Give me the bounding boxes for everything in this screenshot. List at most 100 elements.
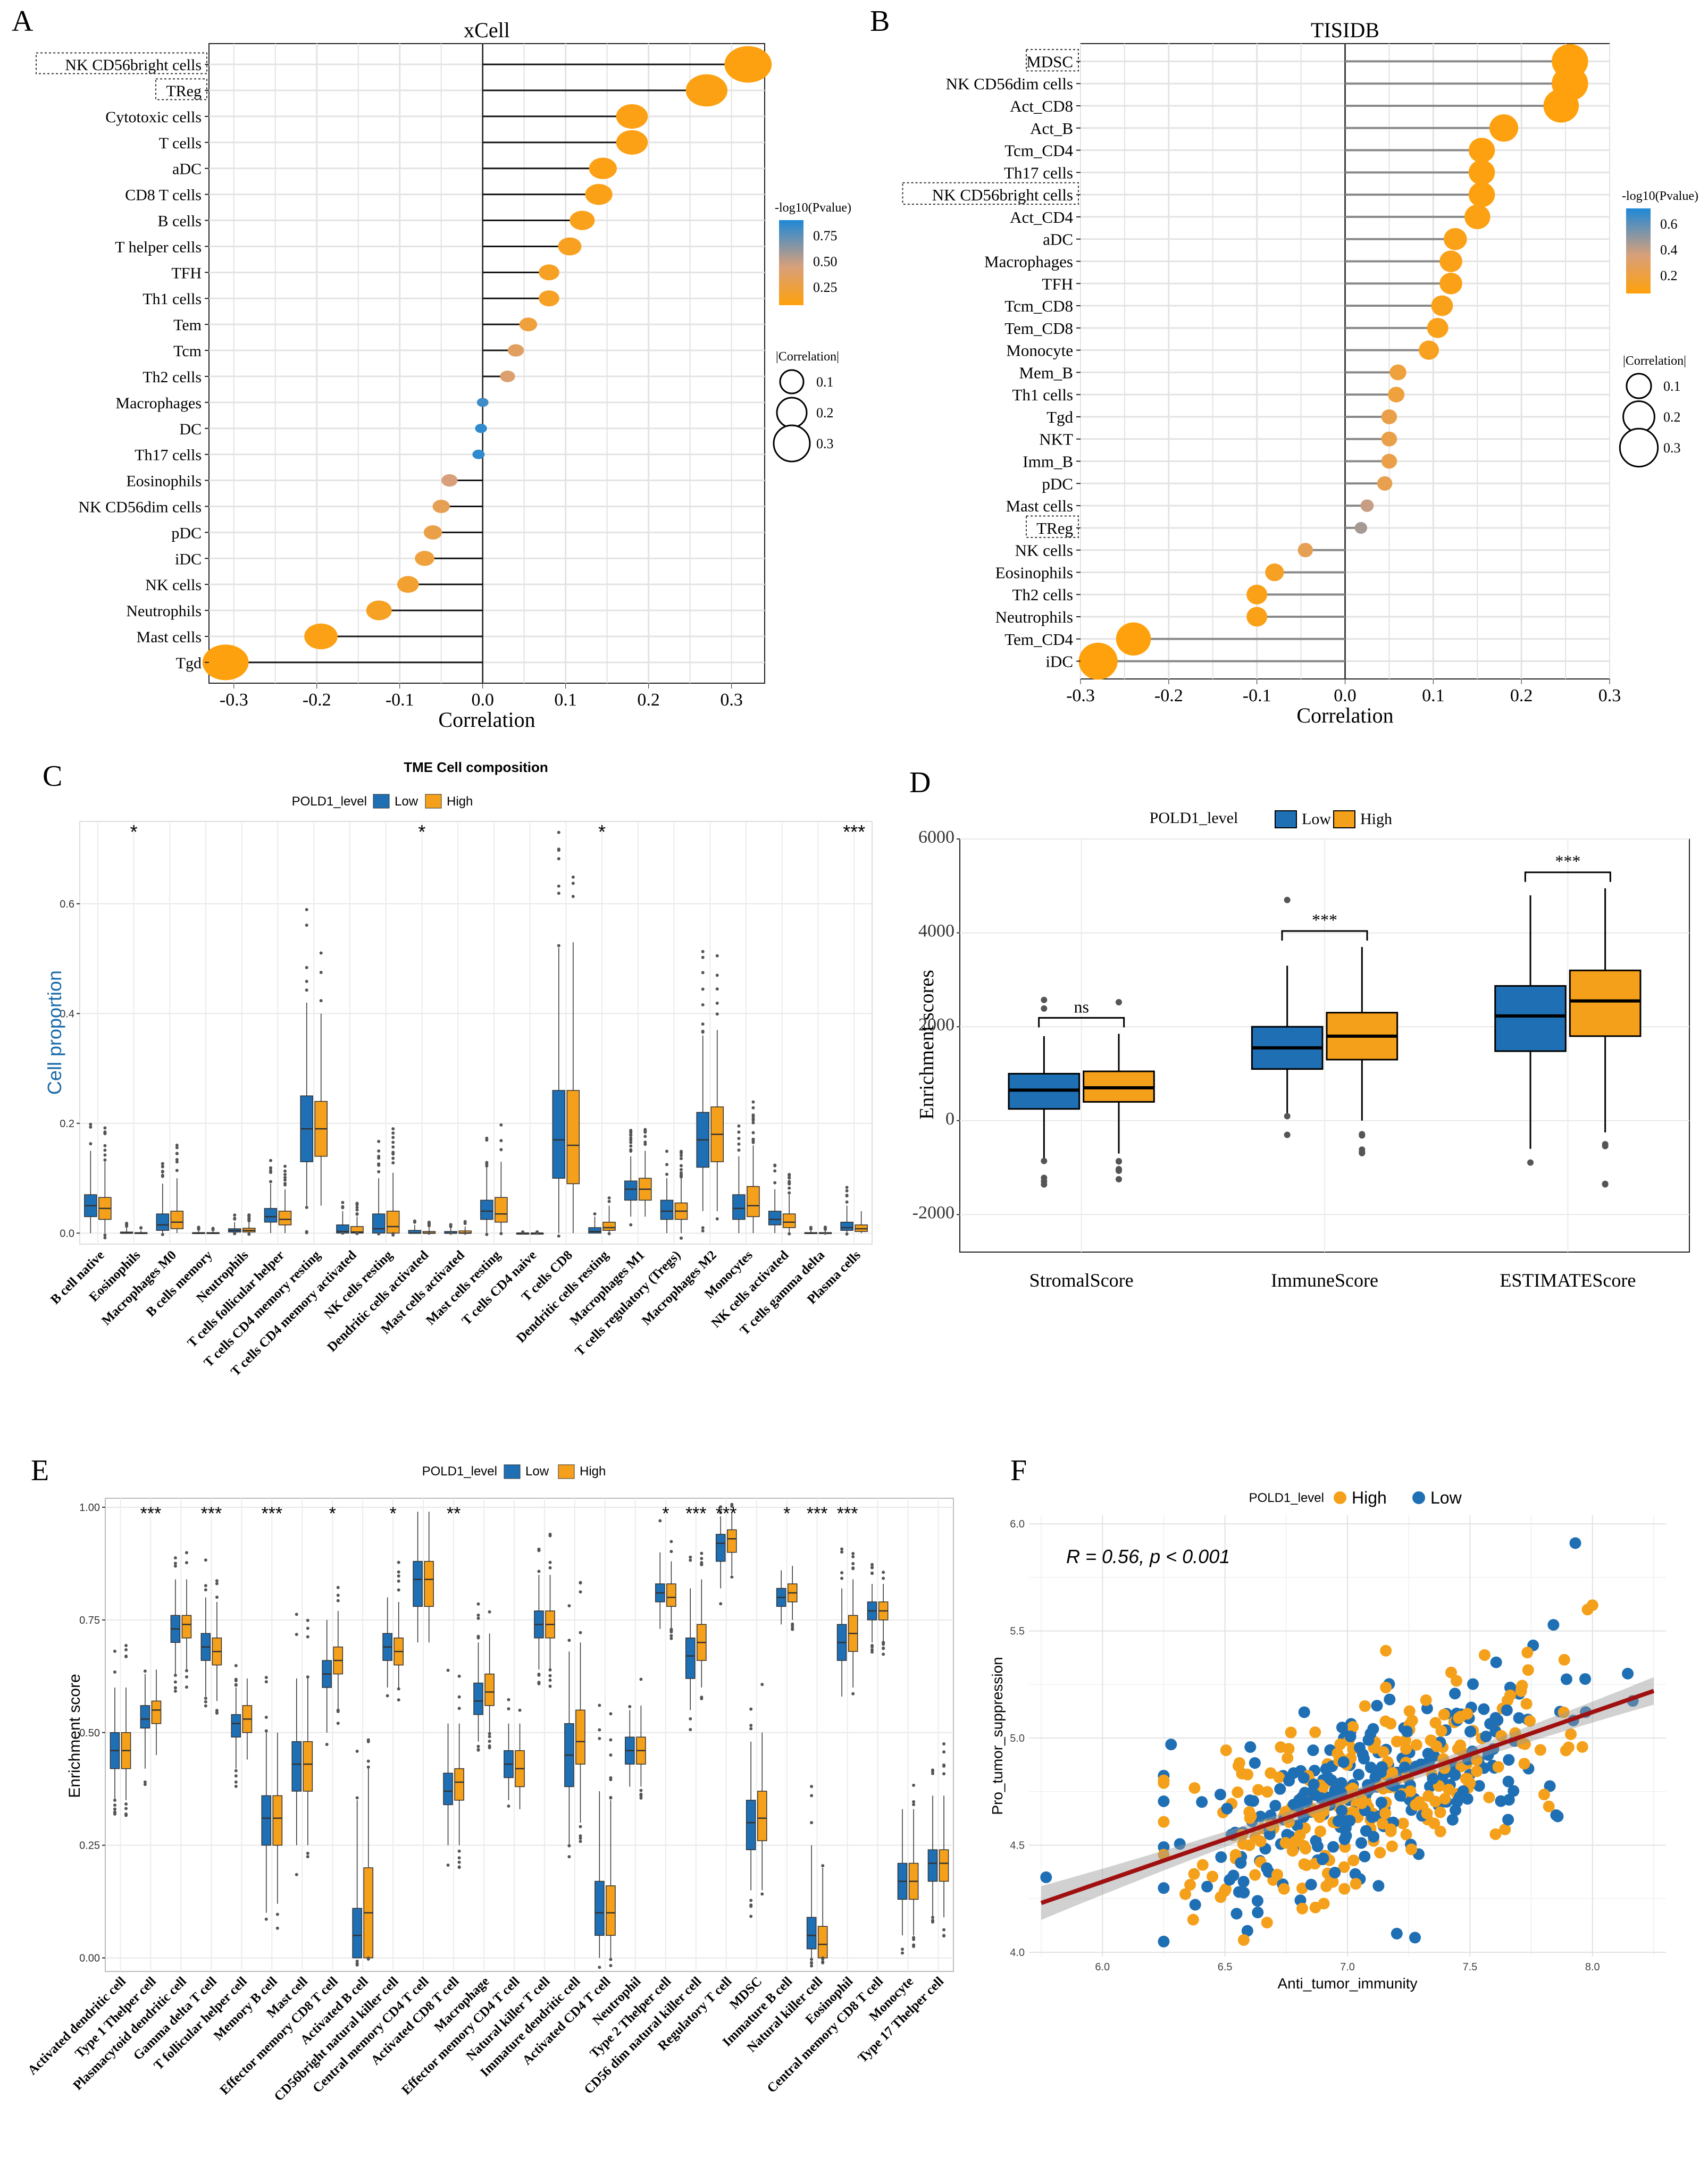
outlier-point	[598, 1736, 601, 1740]
x-tick-label: -0.1	[386, 690, 414, 710]
outlier-point	[397, 1698, 400, 1702]
scatter-point-low	[1215, 1851, 1227, 1863]
color-legend-title: -log10(Pvalue)	[1622, 189, 1698, 203]
scatter-point-high	[1309, 1726, 1321, 1739]
outlier-point	[377, 1170, 381, 1173]
scatter-point-high	[1471, 1765, 1483, 1777]
scatter-point-low	[1360, 1825, 1372, 1837]
outlier-point	[639, 1794, 643, 1798]
scatter-point-low	[1307, 1744, 1319, 1757]
box-low-activated-cd4-t-cell	[595, 1881, 605, 1936]
color-legend-bar	[779, 220, 803, 305]
scatter-point-high	[1207, 1870, 1219, 1883]
x-tick-label: 6.0	[1095, 1961, 1110, 1973]
outlier-point	[931, 1919, 934, 1923]
y-tick-label-t-helper-cells: T helper cells	[115, 238, 202, 256]
y-tick-label-nk-cd56dim-cells: NK CD56dim cells	[946, 74, 1073, 93]
outlier-point	[760, 1683, 764, 1686]
outlier-point	[821, 1864, 825, 1868]
outlier-point	[810, 1964, 814, 1968]
outlier-point	[639, 1789, 643, 1792]
outlier-point	[397, 1570, 400, 1574]
y-tick-label-th1-cells: Th1 cells	[1012, 385, 1074, 404]
x-axis-title: Correlation	[438, 708, 535, 732]
outlier-point	[851, 1566, 855, 1570]
box-low-mast-cell	[291, 1741, 302, 1792]
outlier-point	[701, 987, 705, 991]
outlier-point	[103, 1148, 107, 1152]
outlier-point	[715, 954, 719, 958]
outlier-point	[749, 1899, 753, 1902]
legend-swatch-high	[558, 1464, 575, 1479]
outlier-point	[264, 1680, 268, 1684]
outlier-point	[485, 1232, 489, 1236]
lollipop-point-nk-cd56bright-cells	[724, 46, 772, 83]
scatter-point-low	[1473, 1780, 1485, 1792]
scatter-point-high	[1187, 1913, 1199, 1926]
outlier-point	[882, 1652, 885, 1656]
outlier-point	[579, 1631, 582, 1634]
outlier-point	[851, 1555, 855, 1558]
outlier-point	[397, 1687, 400, 1691]
box-high-memory-b-cell	[272, 1795, 283, 1846]
outlier-point	[548, 1674, 552, 1677]
x-category-label: ESTIMATEScore	[1500, 1270, 1636, 1291]
outlier-point	[791, 1627, 794, 1631]
scatter-point-low	[1359, 1850, 1371, 1862]
scatter-point-low	[1336, 1722, 1348, 1734]
outlier-point	[295, 1633, 298, 1636]
outlier-point	[845, 1232, 849, 1236]
scatter-point-high	[1520, 1698, 1533, 1710]
box-low-t-follicular-helper-cell	[231, 1714, 241, 1737]
outlier-point	[537, 1681, 541, 1684]
outlier-point	[882, 1571, 885, 1574]
outlier-point	[175, 1144, 179, 1147]
scatter-point-low	[1165, 1739, 1177, 1751]
outlier-point	[233, 1216, 237, 1220]
outlier-point	[689, 1728, 692, 1732]
box-low-activated-b-cell	[352, 1908, 362, 1959]
outlier-point	[113, 1670, 116, 1674]
scatter-point-high	[1188, 1868, 1200, 1880]
legend-title: POLD1_level	[1249, 1491, 1324, 1505]
y-tick-label-mem-b: Mem_B	[1019, 363, 1073, 382]
scatter-point-low	[1244, 1794, 1256, 1807]
outlier-point	[103, 1153, 107, 1157]
legend-label-high: High	[447, 794, 473, 809]
legend-label-low: Low	[1302, 810, 1331, 828]
outlier-point	[701, 950, 705, 953]
scatter-point-low	[1579, 1673, 1592, 1685]
y-tick-label: -2000	[912, 1203, 955, 1222]
scatter-point-low	[1265, 1809, 1277, 1822]
outlier-point	[700, 1557, 704, 1560]
scatter-point-high	[1279, 1837, 1292, 1849]
outlier-point	[870, 1565, 874, 1569]
outlier-point	[643, 1135, 647, 1138]
y-tick-label-pdc: pDC	[171, 524, 202, 542]
outlier-point	[840, 1571, 844, 1575]
outlier-point	[139, 1226, 143, 1230]
outlier-point	[215, 1582, 219, 1585]
panel-d-boxplot-chart: ns StromalScore *** ImmuneScore *** ESTIMATES…	[912, 809, 1690, 1291]
outlier-point	[579, 1834, 582, 1838]
box-high-mast-cell	[303, 1741, 313, 1792]
lollipop-point-dc	[475, 424, 487, 433]
outlier-point	[669, 1634, 673, 1638]
scatter-point-high	[1534, 1744, 1546, 1756]
size-legend-title: |Correlation|	[776, 350, 839, 364]
outlier-point	[113, 1798, 116, 1802]
scatter-point-high	[1282, 1752, 1294, 1764]
y-tick-label-macrophages: Macrophages	[984, 252, 1073, 271]
lollipop-point-nk-cd56dim-cells	[432, 499, 450, 514]
scatter-point-low	[1478, 1703, 1490, 1715]
scatter-point-high	[1298, 1840, 1310, 1852]
outlier-point	[810, 1961, 814, 1965]
outlier-point	[103, 1236, 107, 1240]
outlier-point	[609, 1958, 613, 1961]
panel-label-e: E	[31, 1454, 49, 1487]
lollipop-point-act-b	[1489, 114, 1519, 142]
outlier-point	[463, 1231, 467, 1235]
box-low-macrophages-m0	[156, 1213, 170, 1231]
significance-marker: *	[418, 821, 425, 843]
scatter-point-low	[1391, 1927, 1403, 1940]
